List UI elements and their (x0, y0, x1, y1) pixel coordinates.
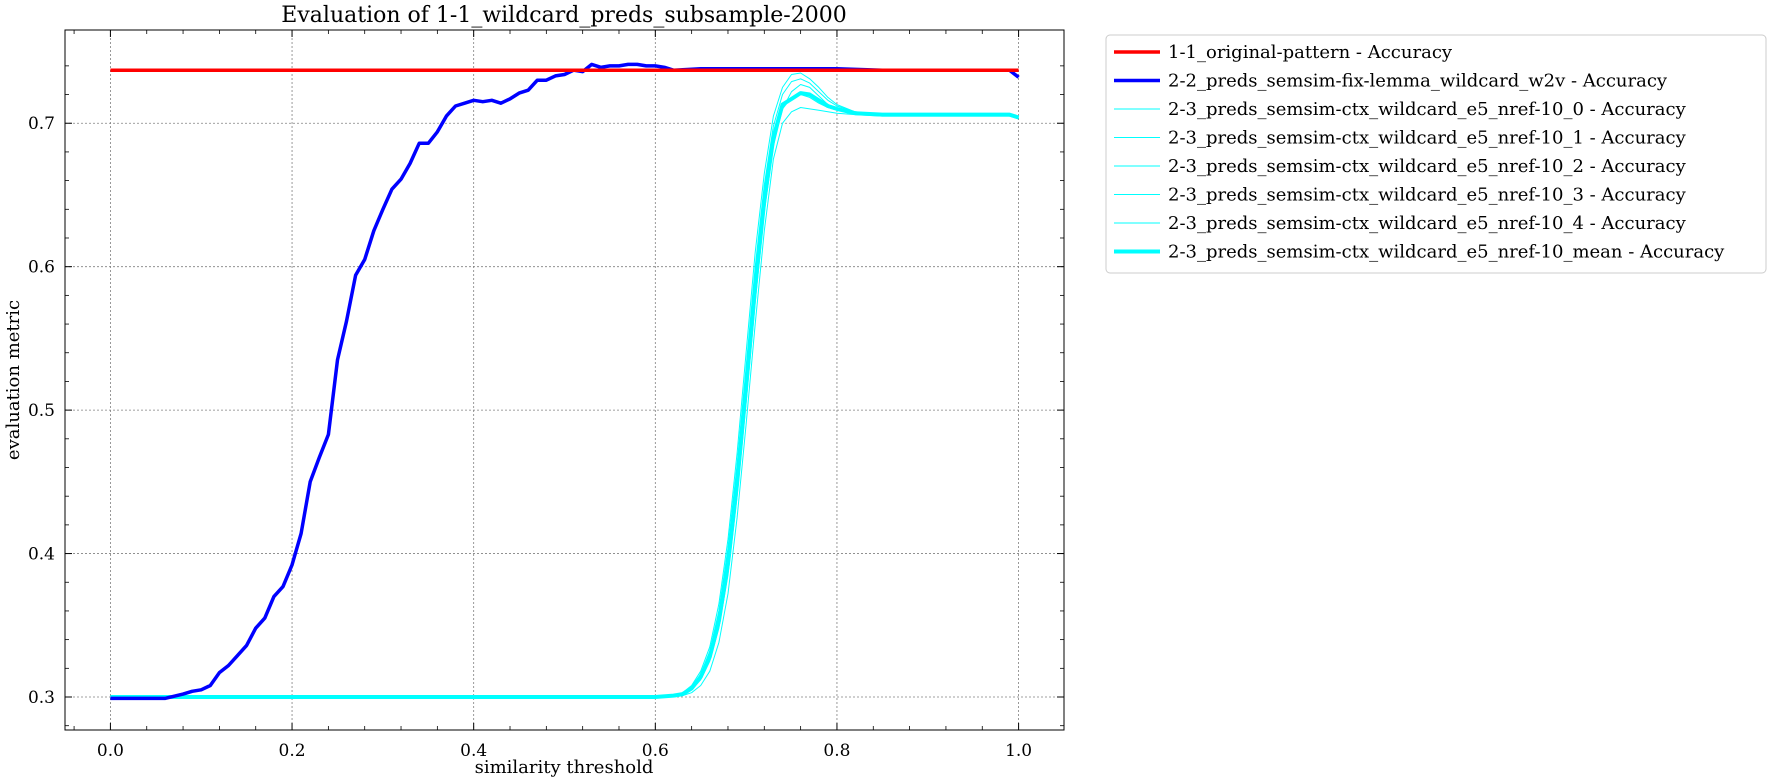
legend-label: 1-1_original-pattern - Accuracy (1168, 42, 1453, 63)
legend-label: 2-3_preds_semsim-ctx_wildcard_e5_nref-10… (1168, 242, 1725, 263)
legend-label: 2-3_preds_semsim-ctx_wildcard_e5_nref-10… (1168, 213, 1687, 234)
legend-frame (1105, 34, 1767, 274)
legend-label: 2-3_preds_semsim-ctx_wildcard_e5_nref-10… (1168, 156, 1687, 177)
x-axis-label: similarity threshold (475, 757, 654, 778)
series-line-4 (110, 107, 1019, 698)
ticks: 0.0 0.2 0.4 0.6 0.8 1.0 0.3 0.4 0.5 0.6 0.7 (28, 30, 1064, 761)
x-tick-label: 0.2 (279, 741, 306, 761)
series-line-7 (110, 91, 1020, 699)
y-tick-label: 0.7 (28, 114, 55, 134)
chart-title: Evaluation of 1-1_wildcard_preds_subsamp… (281, 3, 846, 28)
legend-label: 2-3_preds_semsim-ctx_wildcard_e5_nref-10… (1168, 185, 1687, 206)
legend-label: 2-2_preds_semsim-fix-lemma_wildcard_w2v … (1168, 71, 1668, 92)
series-line-1 (110, 62, 1020, 701)
series-line-6 (110, 78, 1019, 698)
x-tick-label: 0.6 (642, 741, 669, 761)
x-tick-label: 1.0 (1005, 741, 1032, 761)
plot-frame (64, 29, 1065, 731)
y-tick-label: 0.3 (28, 688, 55, 708)
series-line-3 (110, 94, 1019, 698)
grid (65, 30, 1064, 730)
x-tick-label: 0.8 (823, 741, 850, 761)
series-layer (110, 62, 1020, 701)
legend-label: 2-3_preds_semsim-ctx_wildcard_e5_nref-10… (1168, 99, 1687, 120)
series-line-2 (110, 72, 1019, 698)
x-tick-label: 0.4 (460, 741, 487, 761)
y-tick-label: 0.5 (28, 401, 55, 421)
y-axis-label: evaluation metric (3, 300, 24, 460)
x-tick-label: 0.0 (97, 741, 124, 761)
y-tick-label: 0.4 (28, 545, 55, 565)
legend: 1-1_original-pattern - Accuracy 2-2_preds… (1105, 34, 1767, 274)
legend-label: 2-3_preds_semsim-ctx_wildcard_e5_nref-10… (1168, 128, 1687, 149)
y-tick-label: 0.6 (28, 258, 55, 278)
series-line-5 (110, 84, 1019, 698)
